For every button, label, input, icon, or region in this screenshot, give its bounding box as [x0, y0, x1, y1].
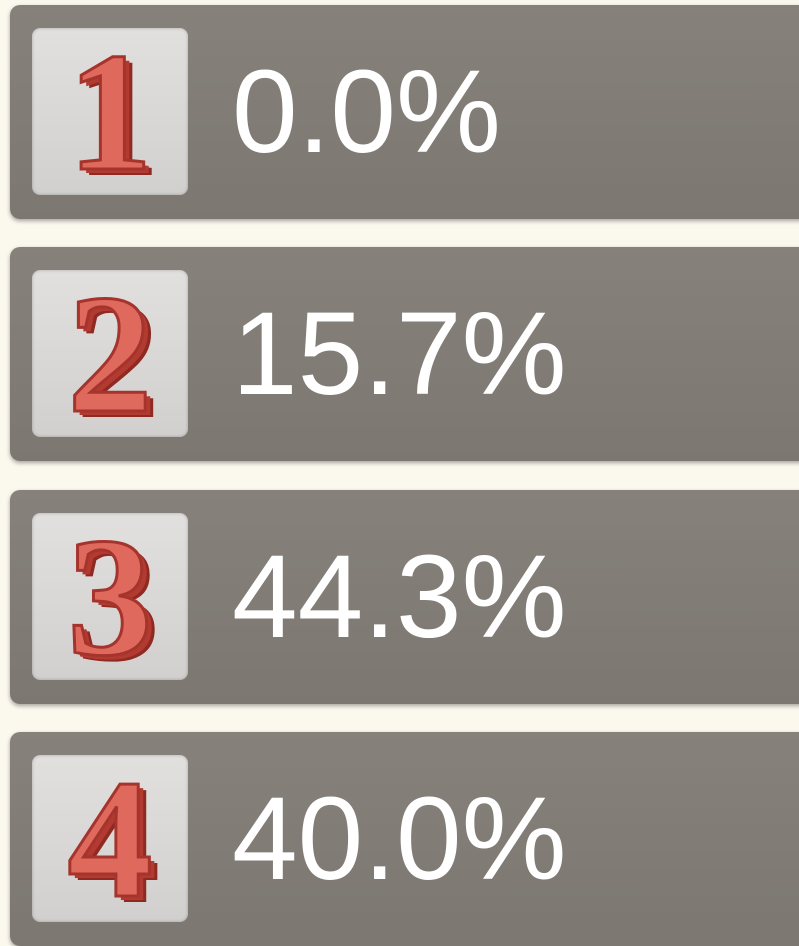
rank-number: 1 [66, 17, 154, 206]
percentage: 44.3% [232, 531, 567, 663]
rank-number: 2 [66, 259, 154, 448]
rank-number: 4 [66, 744, 154, 933]
percentage: 40.0% [232, 773, 567, 905]
rank-number: 3 [66, 502, 154, 691]
item-row: 2 15.7% [10, 247, 799, 461]
rank-badge: 1 [32, 17, 188, 206]
rank-badge: 3 [32, 502, 188, 691]
rank-badge: 2 [32, 259, 188, 448]
percentage: 15.7% [232, 288, 567, 420]
item-row: 4 40.0% [10, 732, 799, 946]
item-row: 1 0.0% [10, 5, 799, 219]
rank-badge: 4 [32, 744, 188, 933]
percentage: 0.0% [232, 46, 501, 178]
item-row: 3 44.3% [10, 490, 799, 704]
